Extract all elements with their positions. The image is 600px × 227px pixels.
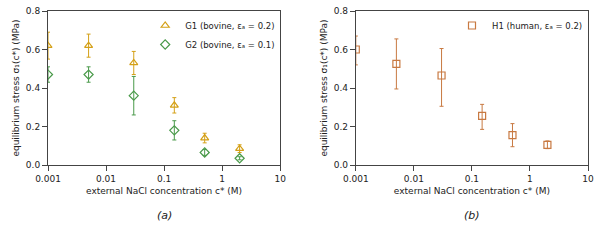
svg-text:0.6: 0.6: [334, 45, 349, 55]
svg-text:0.8: 0.8: [26, 6, 41, 16]
svg-text:1: 1: [219, 174, 225, 184]
svg-text:H1 (human, εₐ = 0.2): H1 (human, εₐ = 0.2): [492, 21, 582, 31]
svg-text:10: 10: [274, 174, 286, 184]
svg-text:0.01: 0.01: [404, 174, 424, 184]
svg-text:1: 1: [527, 174, 533, 184]
svg-text:G1 (bovine, εₐ = 0.2): G1 (bovine, εₐ = 0.2): [185, 21, 274, 31]
svg-text:0.6: 0.6: [26, 45, 41, 55]
svg-text:0.0: 0.0: [334, 160, 349, 170]
svg-text:0.1: 0.1: [157, 174, 171, 184]
svg-text:0.8: 0.8: [334, 6, 349, 16]
svg-text:0.4: 0.4: [26, 83, 41, 93]
svg-text:0.001: 0.001: [343, 174, 369, 184]
svg-text:(b): (b): [464, 209, 480, 222]
svg-text:equilibrium stress σ₁(c*) (MPa: equilibrium stress σ₁(c*) (MPa): [11, 19, 21, 156]
svg-text:0.0: 0.0: [26, 160, 41, 170]
svg-text:external NaCl concentration c*: external NaCl concentration c* (M): [86, 186, 242, 196]
svg-text:0.01: 0.01: [96, 174, 116, 184]
svg-text:0.001: 0.001: [35, 174, 61, 184]
svg-text:0.2: 0.2: [334, 122, 348, 132]
svg-text:equilibrium stress σ₁(c*) (MPa: equilibrium stress σ₁(c*) (MPa): [319, 19, 329, 156]
svg-text:(a): (a): [157, 209, 172, 222]
svg-text:10: 10: [582, 174, 594, 184]
svg-text:G2 (bovine, εₐ = 0.1): G2 (bovine, εₐ = 0.1): [185, 40, 274, 50]
svg-text:external NaCl concentration c*: external NaCl concentration c* (M): [394, 186, 550, 196]
svg-text:0.2: 0.2: [26, 122, 40, 132]
svg-text:0.1: 0.1: [465, 174, 479, 184]
svg-text:0.4: 0.4: [334, 83, 349, 93]
